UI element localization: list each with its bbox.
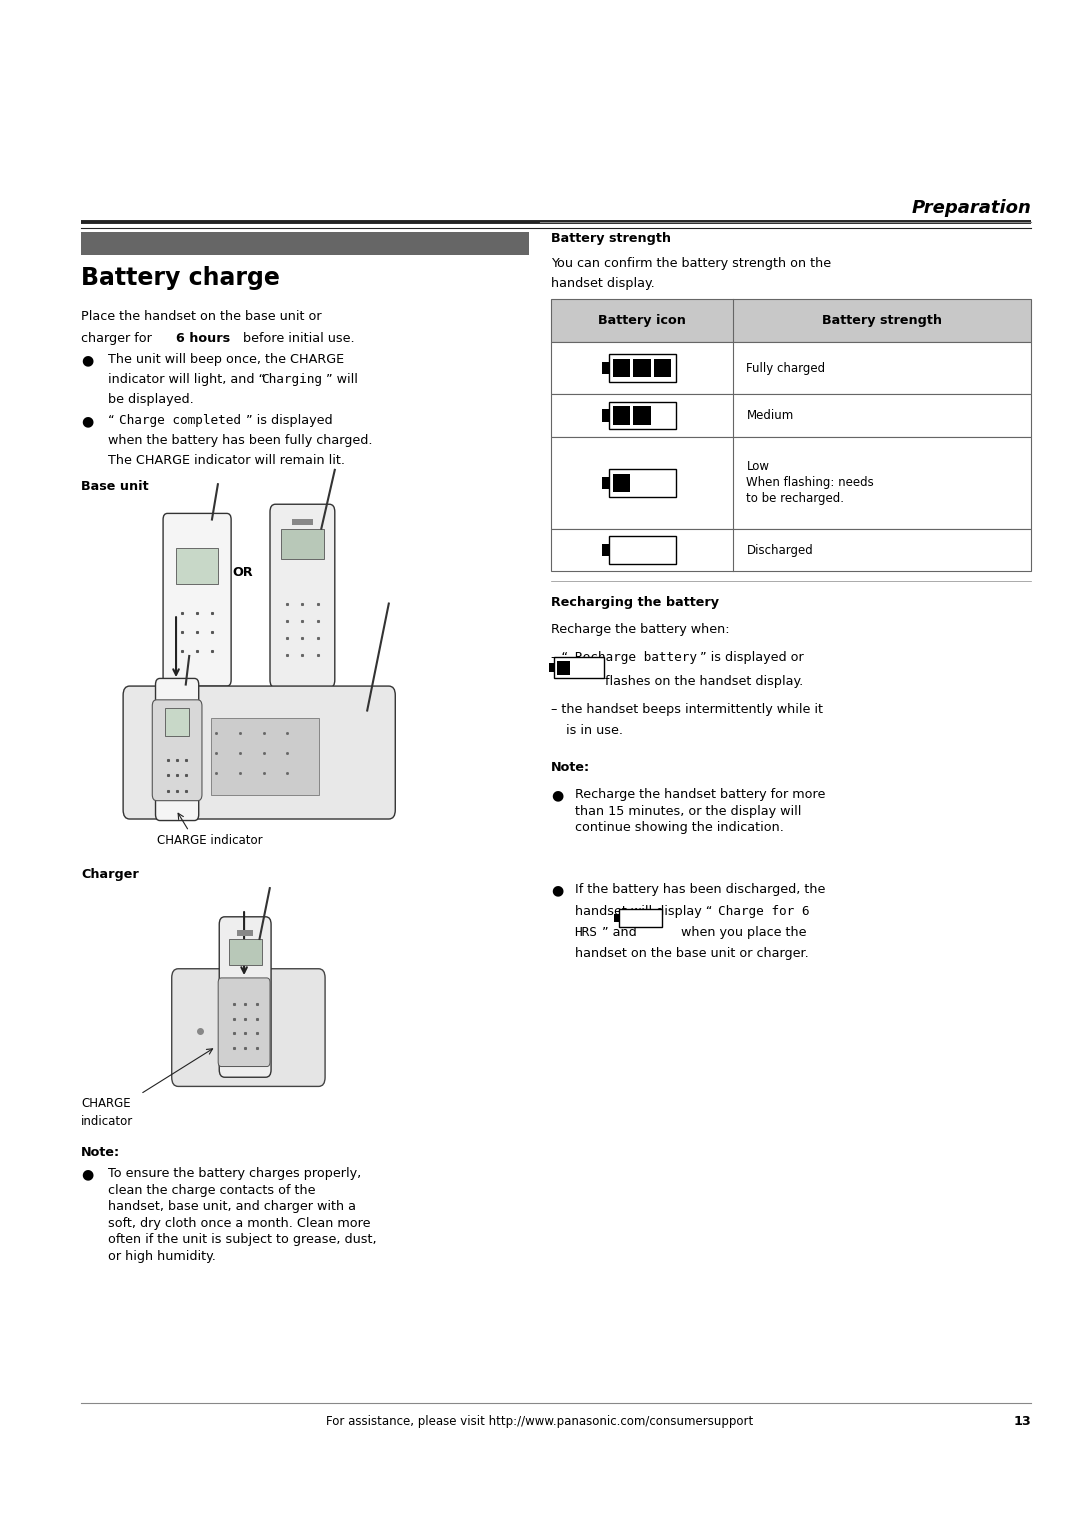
Bar (281, 529, 324, 559)
Text: Recharge the handset battery for more
than 15 minutes, or the display will
conti: Recharge the handset battery for more th… (575, 788, 825, 834)
Text: ” will: ” will (326, 373, 359, 387)
Bar (237, 931, 254, 937)
Text: If the battery has been discharged, the: If the battery has been discharged, the (575, 883, 825, 897)
Bar (609, 402, 676, 429)
Text: charger for: charger for (81, 332, 156, 345)
Text: ” is displayed: ” is displayed (246, 414, 333, 428)
Text: ●: ● (81, 353, 93, 367)
Bar (613, 406, 631, 425)
Text: Place the handset on the base unit or: Place the handset on the base unit or (81, 310, 322, 324)
Text: when you place the: when you place the (677, 926, 807, 940)
Bar (554, 657, 604, 678)
Bar (603, 544, 609, 556)
Text: flashes on the handset display.: flashes on the handset display. (605, 675, 804, 689)
Text: To ensure the battery charges properly,
clean the charge contacts of the
handset: To ensure the battery charges properly, … (108, 1167, 377, 1262)
Text: Fully charged: Fully charged (746, 362, 825, 374)
Bar (634, 406, 651, 425)
Text: HRS: HRS (575, 926, 597, 940)
Text: Battery charge: Battery charge (81, 266, 280, 290)
Text: CHARGE: CHARGE (81, 1097, 131, 1111)
FancyBboxPatch shape (172, 969, 325, 1086)
Text: Discharged: Discharged (746, 544, 813, 556)
Text: Recharging the battery: Recharging the battery (551, 596, 719, 610)
Bar (634, 359, 651, 377)
Text: ●: ● (551, 883, 563, 897)
Text: Note:: Note: (81, 1146, 120, 1160)
Text: Recharge the battery when:: Recharge the battery when: (551, 623, 729, 637)
Text: Battery strength: Battery strength (551, 232, 671, 246)
Text: Preparation: Preparation (912, 199, 1031, 217)
Bar (603, 362, 609, 374)
Bar (551, 529, 1031, 571)
Text: Recharge battery: Recharge battery (575, 651, 697, 665)
Text: Battery icon: Battery icon (598, 315, 686, 327)
Text: ” is displayed or: ” is displayed or (700, 651, 804, 665)
Bar (551, 437, 1031, 529)
Text: Low
When flashing: needs
to be recharged.: Low When flashing: needs to be recharged… (746, 460, 874, 506)
Text: before initial use.: before initial use. (239, 332, 354, 345)
FancyBboxPatch shape (123, 686, 395, 819)
Bar (551, 342, 1031, 394)
Bar (176, 549, 218, 584)
Text: – “: – “ (551, 651, 568, 665)
Bar (211, 718, 319, 795)
Text: ●: ● (81, 414, 93, 428)
Bar (549, 663, 554, 672)
Bar (81, 232, 529, 255)
Text: ” and: ” and (602, 926, 640, 940)
Text: Charge for 6: Charge for 6 (718, 905, 810, 918)
Bar (613, 359, 631, 377)
Text: when the battery has been fully charged.: when the battery has been fully charged. (108, 434, 373, 448)
Text: Charge completed: Charge completed (119, 414, 241, 428)
Bar (557, 662, 570, 675)
Bar (165, 707, 189, 736)
Bar (615, 914, 619, 923)
Bar (603, 410, 609, 422)
Text: be displayed.: be displayed. (108, 393, 193, 406)
Text: ●: ● (81, 1167, 93, 1181)
Text: ●: ● (551, 788, 563, 802)
Text: handset on the base unit or charger.: handset on the base unit or charger. (575, 947, 808, 961)
Bar (619, 909, 662, 927)
Text: indicator: indicator (81, 1115, 133, 1129)
Text: is in use.: is in use. (566, 724, 623, 738)
Text: Note:: Note: (551, 761, 590, 775)
Text: indicator will light, and “: indicator will light, and “ (108, 373, 265, 387)
Text: handset will display “: handset will display “ (575, 905, 712, 918)
Text: Base unit: Base unit (81, 480, 149, 494)
Bar (603, 477, 609, 489)
FancyBboxPatch shape (270, 504, 335, 688)
Bar (613, 474, 631, 492)
FancyBboxPatch shape (163, 513, 231, 686)
FancyBboxPatch shape (156, 678, 199, 821)
Bar (609, 354, 676, 382)
Bar (551, 299, 1031, 342)
Text: You can confirm the battery strength on the: You can confirm the battery strength on … (551, 257, 831, 270)
Text: Charging: Charging (261, 373, 322, 387)
FancyBboxPatch shape (218, 978, 270, 1067)
Text: – the handset beeps intermittently while it: – the handset beeps intermittently while… (551, 703, 823, 717)
Text: CHARGE indicator: CHARGE indicator (157, 834, 262, 848)
FancyBboxPatch shape (219, 917, 271, 1077)
Text: The unit will beep once, the CHARGE: The unit will beep once, the CHARGE (108, 353, 345, 367)
Text: OR: OR (232, 567, 254, 579)
Text: Charger: Charger (81, 868, 138, 882)
Bar (551, 394, 1031, 437)
Text: The CHARGE indicator will remain lit.: The CHARGE indicator will remain lit. (108, 454, 345, 468)
Bar (229, 938, 261, 966)
Bar (654, 359, 672, 377)
Bar (609, 469, 676, 497)
Text: handset display.: handset display. (551, 277, 654, 290)
Bar (609, 536, 676, 564)
FancyBboxPatch shape (152, 700, 202, 801)
Text: For assistance, please visit http://www.panasonic.com/consumersupport: For assistance, please visit http://www.… (326, 1415, 754, 1429)
Bar (292, 518, 313, 526)
Text: Battery strength: Battery strength (822, 315, 943, 327)
Text: Medium: Medium (746, 410, 794, 422)
Text: 6 hours: 6 hours (176, 332, 230, 345)
Text: 13: 13 (1014, 1415, 1031, 1429)
Text: “: “ (108, 414, 114, 428)
